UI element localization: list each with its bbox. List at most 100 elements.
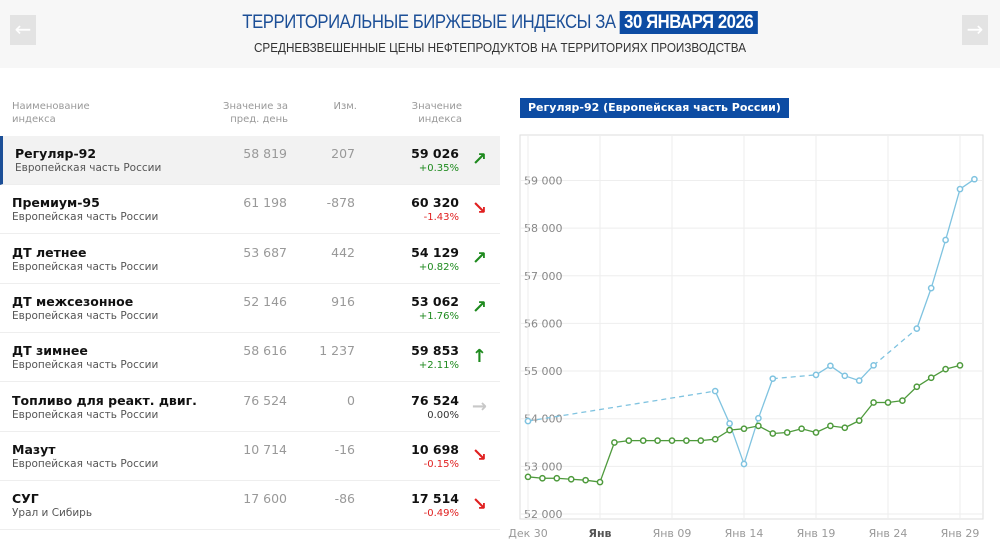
index-region: Европейская часть России [12,260,159,273]
series-0-point [711,387,719,395]
index-name: Регуляр-92 [15,146,97,161]
index-value: 60 320 [411,195,459,211]
table-row[interactable]: СУГ Урал и Сибирь 17 600 -86 17 514 -0.4… [0,481,500,531]
series-0-point [927,284,935,292]
change-value: -86 [334,491,355,507]
series-1-point [899,397,906,404]
series-1-segment [729,428,745,431]
series-1-point [855,417,863,424]
index-name: Мазут [12,441,56,457]
series-1-point [755,422,762,430]
y-tick-label: 58 000 [524,222,563,235]
index-region: Урал и Сибирь [12,507,93,520]
index-value: 10 698 [411,441,459,457]
table-row[interactable]: ДТ летнее Европейская часть России 53 68… [0,235,500,284]
series-1-segment [700,438,716,442]
trend-arrow-icon: ↘ [471,494,487,516]
percent-change: +0.82% [418,261,459,273]
y-tick-label: 54 000 [524,413,563,426]
table-row[interactable]: Премиум-95 Европейская часть России 61 1… [0,185,500,235]
index-region: Европейская часть России [12,457,159,470]
x-tick-label: Янв 24 [869,527,908,540]
series-0-point [726,420,733,427]
y-tick-label: 52 000 [524,508,563,521]
series-1-point [812,429,820,436]
index-region: Европейская часть России [12,408,159,421]
table-row[interactable]: Регуляр-92 Европейская часть России 58 8… [0,136,500,185]
percent-change: -1.43% [423,212,459,224]
series-1-segment [815,425,831,434]
table-row[interactable]: Мазут Европейская часть России 10 714 -1… [0,432,500,481]
series-1-segment [614,439,629,444]
series-0-point [827,362,834,370]
series-0-segment [714,390,731,424]
y-tick-label: 59 000 [524,174,563,187]
percent-change: -0.15% [423,458,459,470]
table-row[interactable]: ДТ межсезонное Европейская часть России … [0,284,500,333]
index-name: СУГ [12,491,39,507]
series-0-segment [743,418,760,465]
x-tick-label: Янв 29 [941,527,980,540]
title-text: ТЕРРИТОРИАЛЬНЫЕ БИРЖЕВЫЕ ИНДЕКСЫ ЗА [242,12,616,33]
series-0-segment [959,178,975,190]
series-0-segment [930,239,947,289]
series-0-point [740,460,748,468]
percent-change: -0.49% [423,508,459,520]
series-0-point [841,372,849,380]
series-1-segment [830,425,845,429]
series-1-segment [556,477,572,480]
trend-arrow-icon: ↗ [471,247,487,269]
page-subtitle: СРЕДНЕВЗВЕШЕННЫЕ ЦЕНЫ НЕФТЕПРОДУКТОВ НА … [253,40,747,55]
next-date-button[interactable]: → [962,15,988,45]
series-1-segment [844,420,860,429]
series-1-segment [901,386,918,402]
x-tick-label: Янв [588,527,611,540]
series-1-point [567,475,575,483]
prev-value: 58 616 [243,343,287,359]
series-1-point [668,437,676,444]
series-1-segment [787,428,802,434]
table-row[interactable]: ДТ зимнее Европейская часть России 58 61… [0,333,500,383]
series-1-segment [585,479,601,483]
series-1-point [870,399,877,406]
series-0-point [755,414,762,422]
index-region: Европейская часть России [15,162,162,174]
series-0-segment [815,365,831,376]
series-1-point [942,365,949,373]
trend-arrow-icon: ↗ [471,296,487,318]
prev-value: 58 819 [243,146,287,161]
series-1-point [611,439,618,446]
header-prev: Значение за пред. день [220,100,288,126]
series-1-point [740,425,748,433]
percent-change: +0.35% [418,163,459,174]
series-0-point [855,377,863,384]
change-value: 916 [331,293,355,309]
index-name: Топливо для реакт. двиг. [12,392,197,408]
trend-arrow-icon: → [471,395,487,417]
prev-date-button[interactable]: ← [10,15,36,45]
series-0-segment [858,364,875,382]
series-1-segment [930,368,946,379]
series-1-point [726,426,733,434]
trend-arrow-icon: ↗ [471,149,487,170]
series-1-point [524,473,532,481]
table-row[interactable]: Топливо для реакт. двиг. Европейская час… [0,383,500,432]
series-0-point [942,236,949,244]
series-1-point [625,437,633,444]
y-tick-label: 55 000 [524,365,563,378]
series-1-point [582,476,589,484]
series-1-segment [758,425,774,435]
y-tick-label: 57 000 [524,270,563,283]
index-value: 54 129 [411,244,459,260]
series-0-segment [844,375,860,382]
header-change: Изм. [333,101,357,112]
header-value: Значение индекса [390,100,462,126]
arrow-right-icon: → [966,17,984,41]
index-region: Европейская часть России [12,309,159,322]
series-1-segment [887,399,903,404]
series-1-point [711,435,719,443]
series-1-segment [527,476,543,479]
trend-arrow-icon: ↘ [471,444,487,466]
index-name: Премиум-95 [12,195,100,211]
series-0-segment [728,423,745,465]
